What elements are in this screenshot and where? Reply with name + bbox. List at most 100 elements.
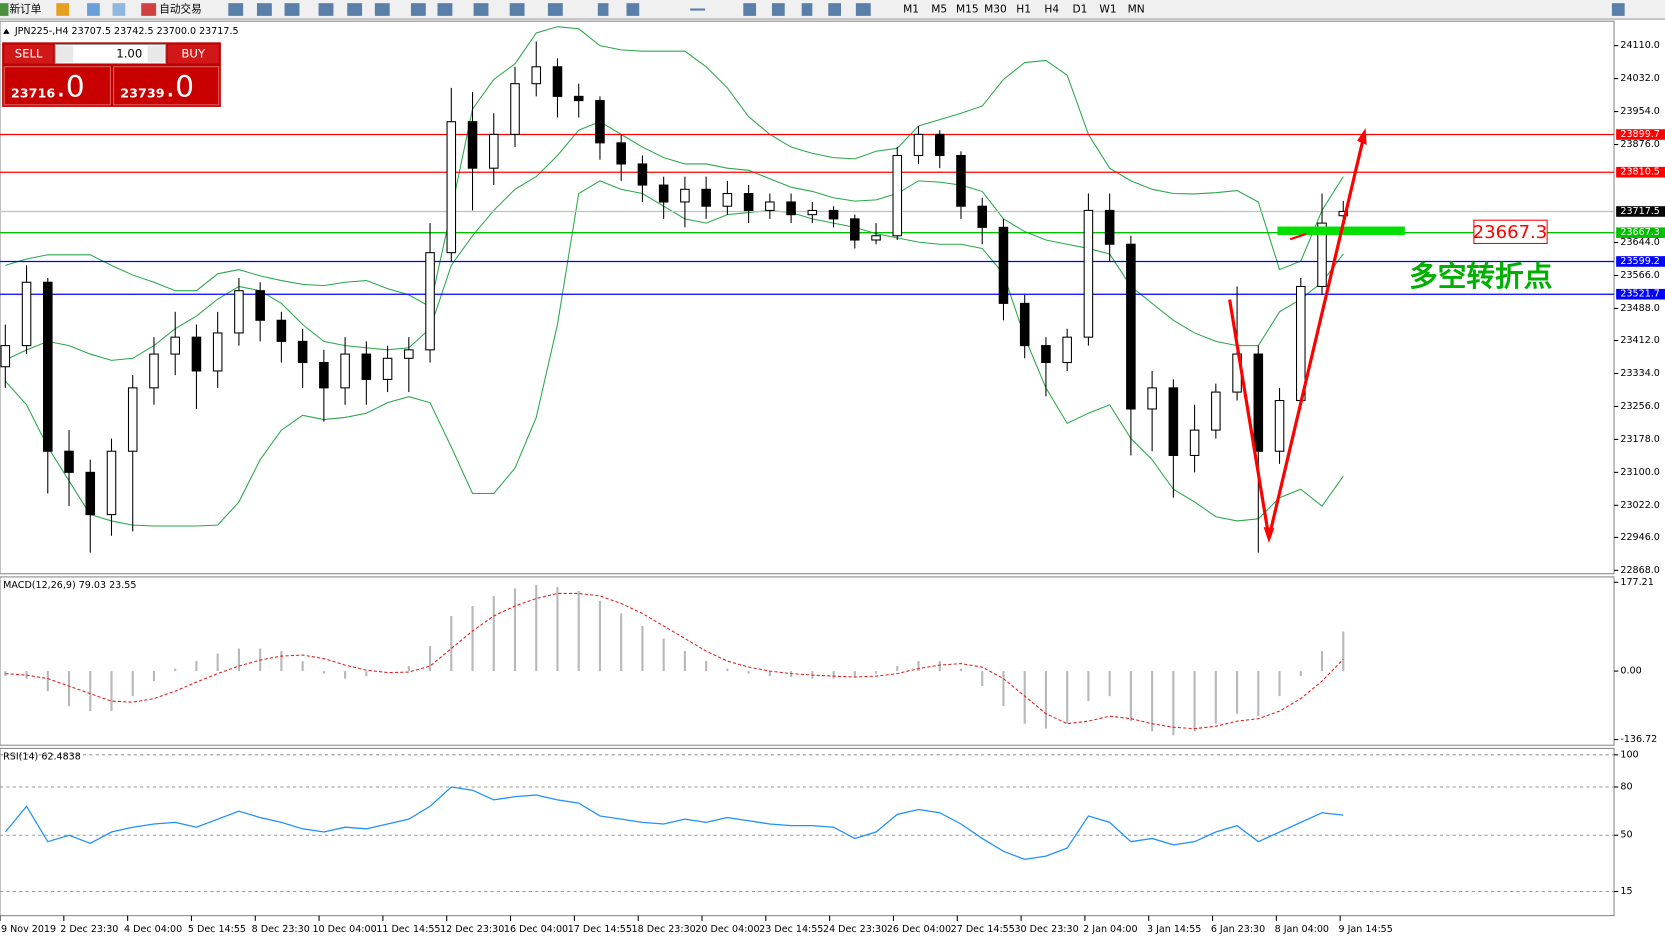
toolbar-icon[interactable] [228, 3, 244, 16]
x-tick-label: 29 Nov 2019 [0, 924, 56, 935]
candle-body [382, 357, 393, 380]
buy-price-fraction[interactable]: .0 [166, 68, 194, 103]
chart-layer: 24110.0 24032.0 23954.0 23876.0 23644.0 23566… [0, 26, 1665, 935]
bollinger-band [5, 121, 1344, 361]
candle-body [1274, 400, 1285, 452]
new-order-button[interactable]: 新订单 [10, 3, 42, 16]
toolbar-icon[interactable] [473, 3, 489, 16]
candle-body [64, 450, 74, 473]
candle-body [510, 83, 520, 135]
price-level-label: 23599.2 [1620, 256, 1659, 267]
timeframe-button[interactable]: D1 [1072, 4, 1087, 16]
auto-trading-icon[interactable] [141, 3, 157, 16]
price-level-label: 23667.3 [1620, 227, 1659, 238]
timeframe-button[interactable]: M1 [903, 4, 919, 16]
toolbar-icon[interactable] [256, 3, 272, 16]
macd-area [0, 576, 1615, 746]
x-tick-label: 10 Dec 04:00 [312, 924, 376, 935]
candle-body [616, 142, 626, 165]
timeframe-button[interactable]: H1 [1016, 4, 1031, 16]
y-tick-label: 23644.0 [1620, 237, 1659, 248]
price-level-label: 23717.5 [1620, 206, 1659, 217]
timeframe-button[interactable]: MN [1128, 4, 1145, 16]
timeframe-buttons: M1 M5 M15 M30 H1 H4 D1 W1 MN [903, 4, 1145, 16]
toolbar-icon[interactable] [410, 3, 426, 16]
sell-price-fraction[interactable]: .0 [56, 68, 84, 103]
toolbar-icon[interactable] [828, 3, 841, 16]
candle-body [149, 353, 159, 389]
sell-price[interactable]: 23716 [11, 86, 55, 101]
y-tick-label: 177.21 [1620, 577, 1653, 588]
toolbar-icon[interactable] [56, 3, 70, 16]
toolbar-icon[interactable] [626, 3, 640, 16]
toolbar-icon[interactable] [547, 3, 563, 16]
timeframe-button[interactable]: M5 [931, 4, 947, 16]
candle-body [658, 184, 669, 203]
indicator-title: MACD(12,26,9) 79.03 23.55 [3, 580, 136, 591]
x-tick-label: 18 Dec 23:30 [632, 924, 696, 935]
buy-label[interactable]: BUY [181, 46, 206, 60]
toolbar-icon[interactable] [801, 3, 813, 16]
toolbar-icon[interactable] [87, 3, 100, 16]
buy-price[interactable]: 23739 [120, 86, 164, 101]
candle-body [1189, 429, 1200, 456]
timeframe-button[interactable]: M30 [984, 4, 1007, 16]
turning-point-annotation: 多空转折点 [1409, 259, 1552, 293]
lot-input[interactable] [54, 43, 167, 65]
timeframe-button[interactable]: H4 [1044, 4, 1059, 16]
candle-body [828, 209, 839, 220]
candle-body [934, 133, 945, 157]
sell-price-box[interactable] [3, 66, 111, 106]
toolbar-icon[interactable] [855, 3, 871, 16]
y-tick-label: 23100.0 [1620, 467, 1659, 478]
candle-body [1062, 336, 1072, 364]
lot-increase[interactable] [147, 45, 165, 63]
buy-price-box[interactable] [113, 66, 220, 106]
lot-decrease[interactable] [56, 45, 74, 63]
auto-trading-button[interactable]: 自动交易 [159, 3, 201, 16]
timeframe-button[interactable]: W1 [1099, 4, 1116, 16]
candle-body [404, 349, 414, 359]
candle-body [1019, 302, 1030, 347]
candle-body [531, 66, 542, 85]
new-order-icon[interactable] [0, 3, 9, 16]
toolbar-icon[interactable] [743, 3, 757, 16]
toolbar-icon[interactable] [318, 3, 334, 16]
toolbar-icon[interactable] [771, 3, 785, 16]
toolbar-icon[interactable] [112, 3, 126, 16]
sell-button[interactable] [4, 44, 54, 64]
candle-body [170, 336, 180, 355]
toolbar-icon[interactable] [347, 3, 363, 16]
y-tick-label: 23022.0 [1620, 500, 1659, 511]
candle-body [637, 163, 648, 186]
x-tick-label: 9 Jan 14:55 [1338, 924, 1392, 935]
y-tick-label: 23256.0 [1620, 401, 1659, 412]
candle-body [1126, 243, 1136, 410]
x-tick-label: 17 Dec 14:55 [568, 924, 632, 935]
sell-label[interactable]: SELL [15, 46, 43, 60]
candle-body [786, 201, 796, 216]
x-tick-label: 2 Dec 23:30 [60, 924, 118, 935]
toolbar-icon[interactable] [509, 3, 525, 16]
candle-body [977, 205, 988, 228]
price-level-label: 23810.5 [1620, 167, 1659, 178]
toolbar-icon[interactable] [374, 3, 390, 16]
lot-value[interactable]: 1.00 [116, 46, 142, 60]
search-icon[interactable] [1611, 3, 1625, 16]
toolbar-icon[interactable] [284, 3, 300, 16]
y-tick-label: 23334.0 [1620, 368, 1659, 379]
toolbar-icon[interactable] [437, 3, 453, 16]
price-level-tag [1616, 166, 1665, 178]
arrow-head [1263, 527, 1275, 544]
bollinger-band [4, 180, 1344, 527]
buy-button[interactable] [167, 44, 219, 64]
candle-body [701, 188, 711, 207]
y-tick-label: -136.72 [1620, 734, 1657, 745]
toolbar-icon[interactable] [597, 3, 609, 16]
candle-body [255, 290, 265, 321]
toolbar-icon[interactable] [690, 8, 706, 11]
timeframe-button[interactable]: M15 [956, 4, 979, 16]
candle-body [892, 154, 903, 237]
y-tick-label: 24032.0 [1620, 73, 1659, 84]
